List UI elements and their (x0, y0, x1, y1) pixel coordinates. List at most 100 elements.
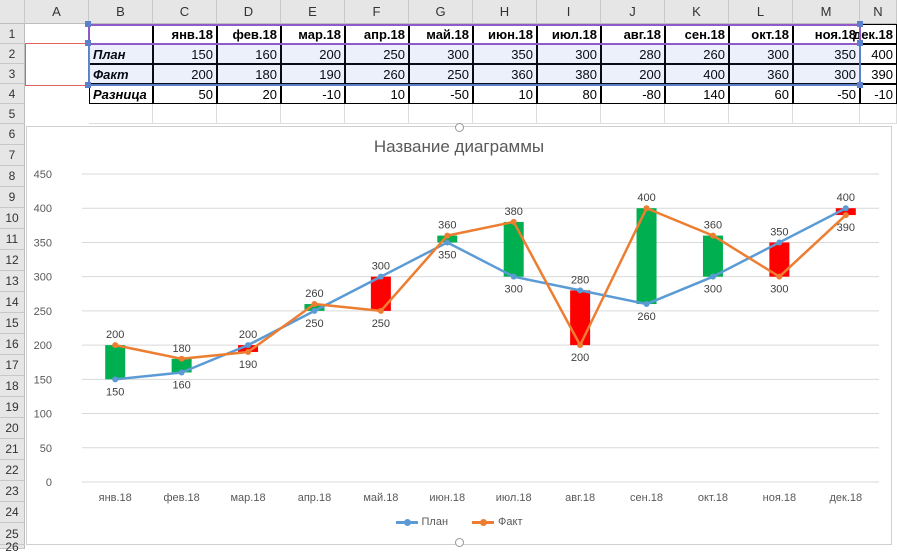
row-header-11[interactable]: 11 (0, 229, 25, 250)
row-header-5[interactable]: 5 (0, 104, 25, 124)
cell[interactable] (473, 104, 537, 124)
row-label-cell[interactable]: Разница (89, 84, 153, 104)
value-cell[interactable]: 390 (860, 64, 897, 84)
x-tick-label: сен.18 (630, 492, 663, 504)
range-resize-handle[interactable] (85, 82, 91, 88)
row-header-13[interactable]: 13 (0, 271, 25, 292)
chart-legend[interactable]: План Факт (27, 516, 891, 528)
value-cell[interactable]: 360 (729, 64, 793, 84)
cell[interactable] (793, 104, 860, 124)
row-header-18[interactable]: 18 (0, 376, 25, 397)
legend-item-plan[interactable]: План (395, 516, 448, 528)
cell[interactable] (729, 104, 793, 124)
row-header-6[interactable]: 6 (0, 124, 25, 145)
cell[interactable] (409, 104, 473, 124)
cell[interactable] (601, 104, 665, 124)
value-cell[interactable]: -50 (409, 84, 473, 104)
chart-resize-handle-bottom[interactable] (455, 538, 464, 547)
value-cell[interactable]: 190 (281, 64, 345, 84)
cell[interactable] (345, 104, 409, 124)
value-cell[interactable]: 360 (473, 64, 537, 84)
cell[interactable] (153, 104, 217, 124)
fact-point (577, 342, 584, 349)
row-header-7[interactable]: 7 (0, 145, 25, 166)
row-header-8[interactable]: 8 (0, 166, 25, 187)
value-cell[interactable]: 400 (860, 44, 897, 64)
row-header-2[interactable]: 2 (0, 44, 25, 64)
range-resize-handle[interactable] (857, 40, 863, 46)
row-header-17[interactable]: 17 (0, 355, 25, 376)
cell[interactable] (281, 104, 345, 124)
row-header-20[interactable]: 20 (0, 418, 25, 439)
row-header-12[interactable]: 12 (0, 250, 25, 271)
chart-area[interactable]: Название диаграммы 0 50 100 150 200 250 300 350… (26, 123, 892, 547)
value-cell[interactable]: 10 (345, 84, 409, 104)
value-cell[interactable]: 80 (537, 84, 601, 104)
column-header-e[interactable]: E (281, 0, 345, 24)
row-header-23[interactable]: 23 (0, 481, 25, 502)
data-range-highlight[interactable] (88, 43, 861, 86)
value-cell[interactable]: 50 (153, 84, 217, 104)
column-header-i[interactable]: I (537, 0, 601, 24)
row-header-10[interactable]: 10 (0, 208, 25, 229)
value-cell[interactable]: -10 (281, 84, 345, 104)
value-cell[interactable]: 260 (345, 64, 409, 84)
chart-title[interactable]: Название диаграммы (373, 137, 545, 156)
row-header-4[interactable]: 4 (0, 84, 25, 104)
value-cell[interactable]: 60 (729, 84, 793, 104)
value-cell[interactable]: 200 (153, 64, 217, 84)
category-range-highlight[interactable] (88, 24, 861, 45)
row-header-1[interactable]: 1 (0, 24, 25, 44)
select-all-corner[interactable] (0, 0, 25, 24)
row-header-16[interactable]: 16 (0, 334, 25, 355)
range-resize-handle[interactable] (857, 82, 863, 88)
value-cell[interactable]: 380 (537, 64, 601, 84)
row-header-21[interactable]: 21 (0, 439, 25, 460)
column-header-f[interactable]: F (345, 0, 409, 24)
range-resize-handle[interactable] (85, 21, 91, 27)
column-header-b[interactable]: B (89, 0, 153, 24)
row-header-15[interactable]: 15 (0, 313, 25, 334)
column-header-k[interactable]: K (665, 0, 729, 24)
column-header-g[interactable]: G (409, 0, 473, 24)
value-cell[interactable]: -80 (601, 84, 665, 104)
column-header-j[interactable]: J (601, 0, 665, 24)
column-header-m[interactable]: M (793, 0, 860, 24)
value-cell[interactable]: 200 (601, 64, 665, 84)
value-cell[interactable]: 10 (473, 84, 537, 104)
row-header-22[interactable]: 22 (0, 460, 25, 481)
range-resize-handle[interactable] (857, 21, 863, 27)
value-cell[interactable]: -10 (860, 84, 897, 104)
value-cell[interactable]: 180 (217, 64, 281, 84)
cell[interactable] (89, 104, 153, 124)
value-cell[interactable]: 20 (217, 84, 281, 104)
value-cell[interactable]: -50 (793, 84, 860, 104)
legend-item-fact[interactable]: Факт (472, 516, 523, 528)
cell[interactable] (537, 104, 601, 124)
row-header-24[interactable]: 24 (0, 502, 25, 523)
column-header-c[interactable]: C (153, 0, 217, 24)
column-header-l[interactable]: L (729, 0, 793, 24)
column-header-h[interactable]: H (473, 0, 537, 24)
row-header-14[interactable]: 14 (0, 292, 25, 313)
y-tick-label: 450 (34, 169, 52, 181)
chart-resize-handle-top[interactable] (455, 123, 464, 132)
row-header-25[interactable]: 25 (0, 523, 25, 545)
cell[interactable] (665, 104, 729, 124)
value-cell[interactable]: 140 (665, 84, 729, 104)
column-header-a[interactable]: A (25, 0, 89, 24)
row-header-9[interactable]: 9 (0, 187, 25, 208)
cell[interactable] (860, 104, 897, 124)
cell[interactable] (217, 104, 281, 124)
column-header-d[interactable]: D (217, 0, 281, 24)
value-cell[interactable]: 250 (409, 64, 473, 84)
plan-point (311, 307, 318, 314)
row-header-19[interactable]: 19 (0, 397, 25, 418)
column-header-n[interactable]: N (860, 0, 897, 24)
value-cell[interactable]: 400 (665, 64, 729, 84)
range-resize-handle[interactable] (85, 40, 91, 46)
month-header-cell[interactable]: дек.18 (853, 24, 897, 44)
row-header-26[interactable]: 26 (0, 540, 25, 554)
row-header-3[interactable]: 3 (0, 64, 25, 84)
series-name-highlight[interactable] (25, 43, 90, 86)
